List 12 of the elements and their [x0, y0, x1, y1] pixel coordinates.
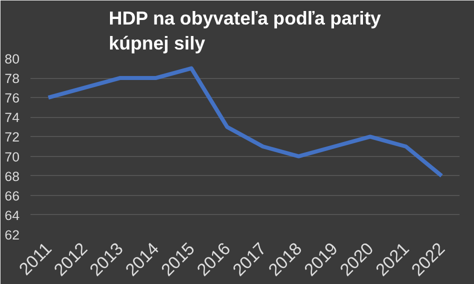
y-tick-label: 78 — [4, 71, 20, 86]
y-tick-label: 74 — [4, 110, 20, 126]
y-tick-label: 62 — [4, 228, 20, 242]
line-series — [46, 66, 444, 178]
y-tick-label: 72 — [4, 130, 20, 145]
y-tick-label: 76 — [4, 90, 20, 106]
y-tick-label: 70 — [4, 149, 20, 164]
chart-title: HDP na obyvateľa podľa parity kúpnej sily — [108, 7, 382, 54]
y-tick-label: 64 — [4, 208, 20, 223]
y-tick-label: 66 — [4, 188, 20, 204]
y-tick-label: 68 — [4, 168, 20, 184]
y-tick-label: 80 — [4, 52, 20, 66]
